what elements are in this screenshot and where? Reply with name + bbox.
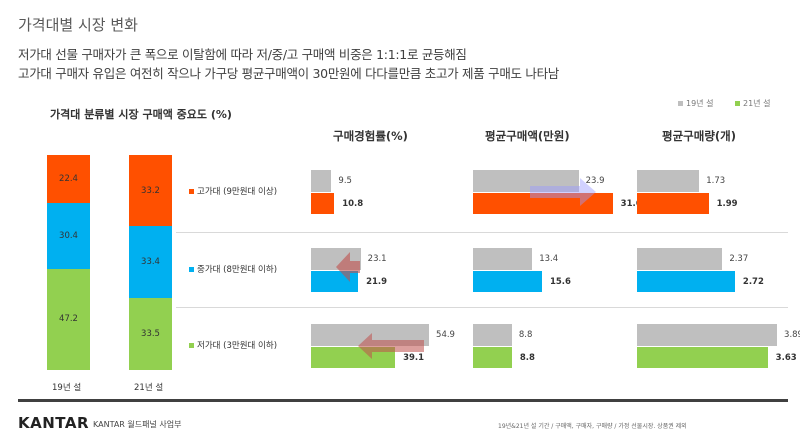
stack-chart-title: 가격대 분류별 시장 구매액 중요도 (%) xyxy=(50,108,232,121)
legend-label: 19년 설 xyxy=(686,99,714,108)
value-label: 23.9 xyxy=(585,176,605,186)
bar-21 xyxy=(473,347,512,368)
legend-swatch-icon xyxy=(735,101,740,106)
value-label: 1.73 xyxy=(706,176,726,186)
value-label: 8.8 xyxy=(518,330,533,340)
bar-21 xyxy=(637,193,709,214)
row-label: 중가대 (8만원대 이하) xyxy=(189,263,277,275)
stacked-bar: 22.4 30.4 47.2 xyxy=(47,155,90,370)
kantar-logo: KANTAR xyxy=(18,414,90,432)
row-label-text: 중가대 (8만원대 이하) xyxy=(197,265,278,275)
value-label: 13.4 xyxy=(539,254,559,264)
category-swatch-icon xyxy=(189,267,194,272)
x-label: 19년 설 xyxy=(52,383,82,393)
bar-21 xyxy=(637,271,735,292)
col-head-amount: 평균구매액(만원) xyxy=(485,129,570,143)
page-title: 가격대별 시장 변화 xyxy=(18,16,138,34)
stack-segment: 33.5 xyxy=(129,298,172,371)
bar-19 xyxy=(473,248,533,270)
subtitle-line-2: 고가대 구매자 유입은 여전히 작으나 가구당 평균구매액이 30만원에 다다를… xyxy=(18,66,559,81)
legend-curr: 21년 설 xyxy=(735,98,770,109)
stack-segment: 33.4 xyxy=(129,226,172,299)
value-label: 3.63 xyxy=(775,353,797,363)
stack-segment: 22.4 xyxy=(47,155,90,204)
value-label: 21.9 xyxy=(366,277,388,287)
decrease-arrow-icon xyxy=(358,333,424,359)
legend-swatch-icon xyxy=(678,101,683,106)
value-label: 3.89 xyxy=(784,330,800,340)
subtitle-line-1: 저가대 선물 구매자가 큰 폭으로 이탈함에 따라 저/중/고 구매액 비중은 … xyxy=(18,47,467,62)
footer-note: 19년&21년 설 기간 / 구매액, 구매자, 구매량 / 가정 선물시장. … xyxy=(498,423,687,430)
value-label: 8.8 xyxy=(519,353,535,363)
value-label: 54.9 xyxy=(436,330,455,340)
bar-21 xyxy=(637,347,768,368)
increase-arrow-icon xyxy=(530,178,596,206)
value-label: 2.37 xyxy=(729,254,749,264)
decrease-arrow-icon xyxy=(336,252,360,282)
bar-21 xyxy=(473,271,542,292)
bar-21 xyxy=(311,193,335,214)
category-swatch-icon xyxy=(189,343,194,348)
row-divider xyxy=(176,232,788,233)
value-label: 23.1 xyxy=(367,254,387,264)
legend-prev: 19년 설 xyxy=(678,98,713,109)
value-label: 31.6 xyxy=(620,199,642,209)
row-label: 저가대 (3만원대 이하) xyxy=(189,339,277,351)
row-divider xyxy=(176,307,788,308)
bar-19 xyxy=(637,170,700,192)
bar-21 xyxy=(311,347,396,368)
category-swatch-icon xyxy=(189,189,194,194)
stack-segment: 30.4 xyxy=(47,203,90,269)
legend-label: 21년 설 xyxy=(743,99,771,108)
bar-21 xyxy=(473,193,613,214)
value-label: 39.1 xyxy=(403,353,425,363)
bar-19 xyxy=(473,170,579,192)
value-label: 1.99 xyxy=(716,199,738,209)
col-head-qty: 평균구매량(개) xyxy=(662,129,736,143)
row-label-text: 저가대 (3만원대 이하) xyxy=(197,341,278,351)
col-head-rate: 구매경험률(%) xyxy=(333,129,408,143)
value-label: 2.72 xyxy=(742,277,764,287)
stacked-bar: 33.2 33.4 33.5 xyxy=(129,155,172,371)
row-label: 고가대 (9만원대 이상) xyxy=(189,185,277,197)
footer-divider xyxy=(18,399,788,402)
stack-segment: 47.2 xyxy=(47,268,90,370)
row-label-text: 고가대 (9만원대 이상) xyxy=(197,187,278,197)
bar-19 xyxy=(637,324,778,346)
bar-19 xyxy=(637,248,723,270)
stack-segment: 33.2 xyxy=(129,155,172,227)
footer-dept: KANTAR 월드패널 사업부 xyxy=(93,420,182,429)
value-label: 15.6 xyxy=(549,277,571,287)
value-label: 9.5 xyxy=(338,176,352,186)
x-label: 21년 설 xyxy=(134,383,164,393)
value-label: 10.8 xyxy=(342,199,364,209)
bar-19 xyxy=(311,170,332,192)
bar-19 xyxy=(473,324,512,346)
